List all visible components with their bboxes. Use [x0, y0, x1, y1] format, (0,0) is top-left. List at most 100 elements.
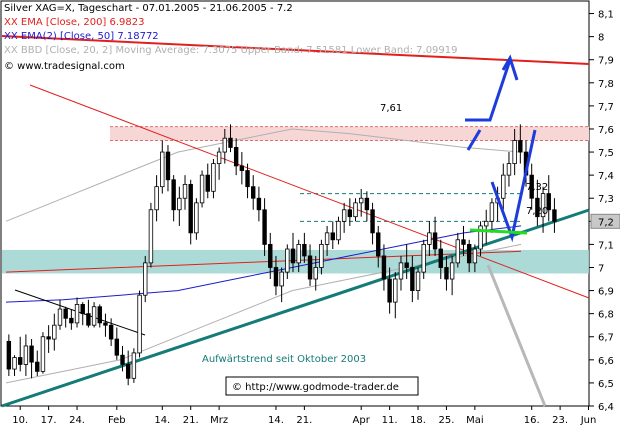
level-label-761: 7,61 [380, 103, 402, 114]
candle-body-down [188, 183, 193, 234]
candle-body-down [432, 232, 438, 250]
candle [74, 297, 80, 328]
candle-body-up [52, 324, 57, 340]
candle-body-down [410, 267, 415, 291]
candle-body-down [347, 209, 353, 218]
candle-body-up [177, 197, 182, 211]
candle-body-up [353, 202, 358, 218]
x-tick-label: 21. [183, 415, 199, 426]
candle-body-down [29, 345, 34, 363]
level-label-732: 7,32 [526, 182, 548, 193]
x-tick-label: Apr [353, 415, 371, 426]
candle-body-down [381, 255, 387, 280]
candle [484, 209, 489, 245]
x-tick-label: 24. [69, 415, 85, 426]
plot-frame [0, 0, 590, 407]
candle [302, 232, 307, 263]
uptrend-line [1, 208, 590, 408]
downtrend-line [29, 84, 590, 299]
candle [165, 145, 171, 192]
copyright-box [225, 376, 419, 396]
candle-body-down [552, 209, 557, 222]
candle [285, 244, 290, 280]
current-value-label: 7,2 [598, 217, 614, 228]
candle-body-up [143, 262, 148, 296]
chart-header: Silver XAG=X, Tageschart - 07.01.2005 - … [4, 3, 293, 14]
candle [154, 175, 159, 222]
x-tick-label: Mai [466, 415, 484, 426]
candle-body-down [268, 243, 273, 268]
candle [478, 221, 483, 256]
candle-body-up [415, 271, 421, 291]
candle-body-down [256, 197, 262, 211]
candle-body-up [313, 267, 318, 280]
x-axis: 10. 17. 24. Feb 14. 21. Mrz 14. 21. Apr 11. 18. 25. M… [12, 406, 597, 426]
candle [205, 163, 210, 199]
candle-body-up [160, 151, 165, 188]
copyright-text: © http://www.godmode-trader.de [232, 382, 399, 393]
candle-body-up [489, 202, 495, 222]
legend-bollinger: XX BBD [Close, 20, 2] Moving Average: 7.… [4, 45, 458, 56]
x-tick-label: Jun [580, 415, 597, 426]
candle-body-up [216, 151, 222, 165]
candle [466, 239, 472, 273]
candle-body-down [18, 357, 23, 365]
candle [40, 332, 46, 374]
candle [262, 198, 267, 256]
candle-body-up [540, 193, 546, 218]
x-tick-label: 17. [41, 415, 57, 426]
candle [251, 175, 256, 210]
candle [12, 355, 17, 376]
candle [120, 345, 125, 372]
candle [290, 232, 296, 273]
y-tick-label: 6,5 [598, 379, 614, 390]
candle-body-down [97, 306, 102, 324]
candle-body-up [512, 140, 517, 164]
y-tick-label: 6,4 [598, 402, 614, 413]
candle [108, 318, 114, 346]
candle [52, 313, 57, 351]
candle-body-down [6, 340, 12, 370]
candle [529, 163, 534, 210]
candle [63, 306, 68, 328]
candle-body-up [472, 248, 478, 264]
candle-body-down [466, 243, 472, 264]
x-tick-label: 23. [552, 415, 568, 426]
candle-body-up [211, 163, 216, 192]
trend-caption: Aufwärtstrend seit Oktober 2003 [202, 354, 366, 365]
candle-body-up [279, 271, 284, 287]
candle [273, 255, 279, 296]
candle [86, 299, 91, 328]
candle-body-up [501, 174, 506, 199]
candle [114, 327, 120, 360]
y-tick-label: 7,9 [598, 56, 614, 67]
bullish-arrowhead [501, 54, 519, 81]
candle [381, 244, 387, 291]
candle [148, 202, 154, 268]
long-downtrend-line [1, 35, 590, 65]
candle [131, 348, 137, 383]
candle-body-down [205, 174, 210, 192]
y-tick-label: 6,9 [598, 287, 614, 298]
candle-body-up [319, 243, 324, 268]
candle-body-up [182, 183, 188, 199]
candle [160, 140, 165, 194]
candle-body-up [40, 336, 46, 372]
candle [387, 267, 392, 314]
y-tick-label: 6,6 [598, 356, 614, 367]
candle [341, 202, 347, 233]
y-tick-label: 7 [598, 263, 604, 274]
candle [376, 225, 381, 268]
y-tick-label: 7,8 [598, 79, 614, 90]
candle [143, 255, 148, 303]
candle [222, 128, 228, 164]
candle-body-down [302, 243, 307, 257]
candle [461, 225, 466, 256]
candle [421, 239, 426, 280]
candle-body-down [461, 239, 466, 245]
candle [319, 239, 324, 275]
candle-body-up [91, 306, 97, 326]
candle [35, 350, 40, 376]
candle-body-down [46, 336, 51, 340]
